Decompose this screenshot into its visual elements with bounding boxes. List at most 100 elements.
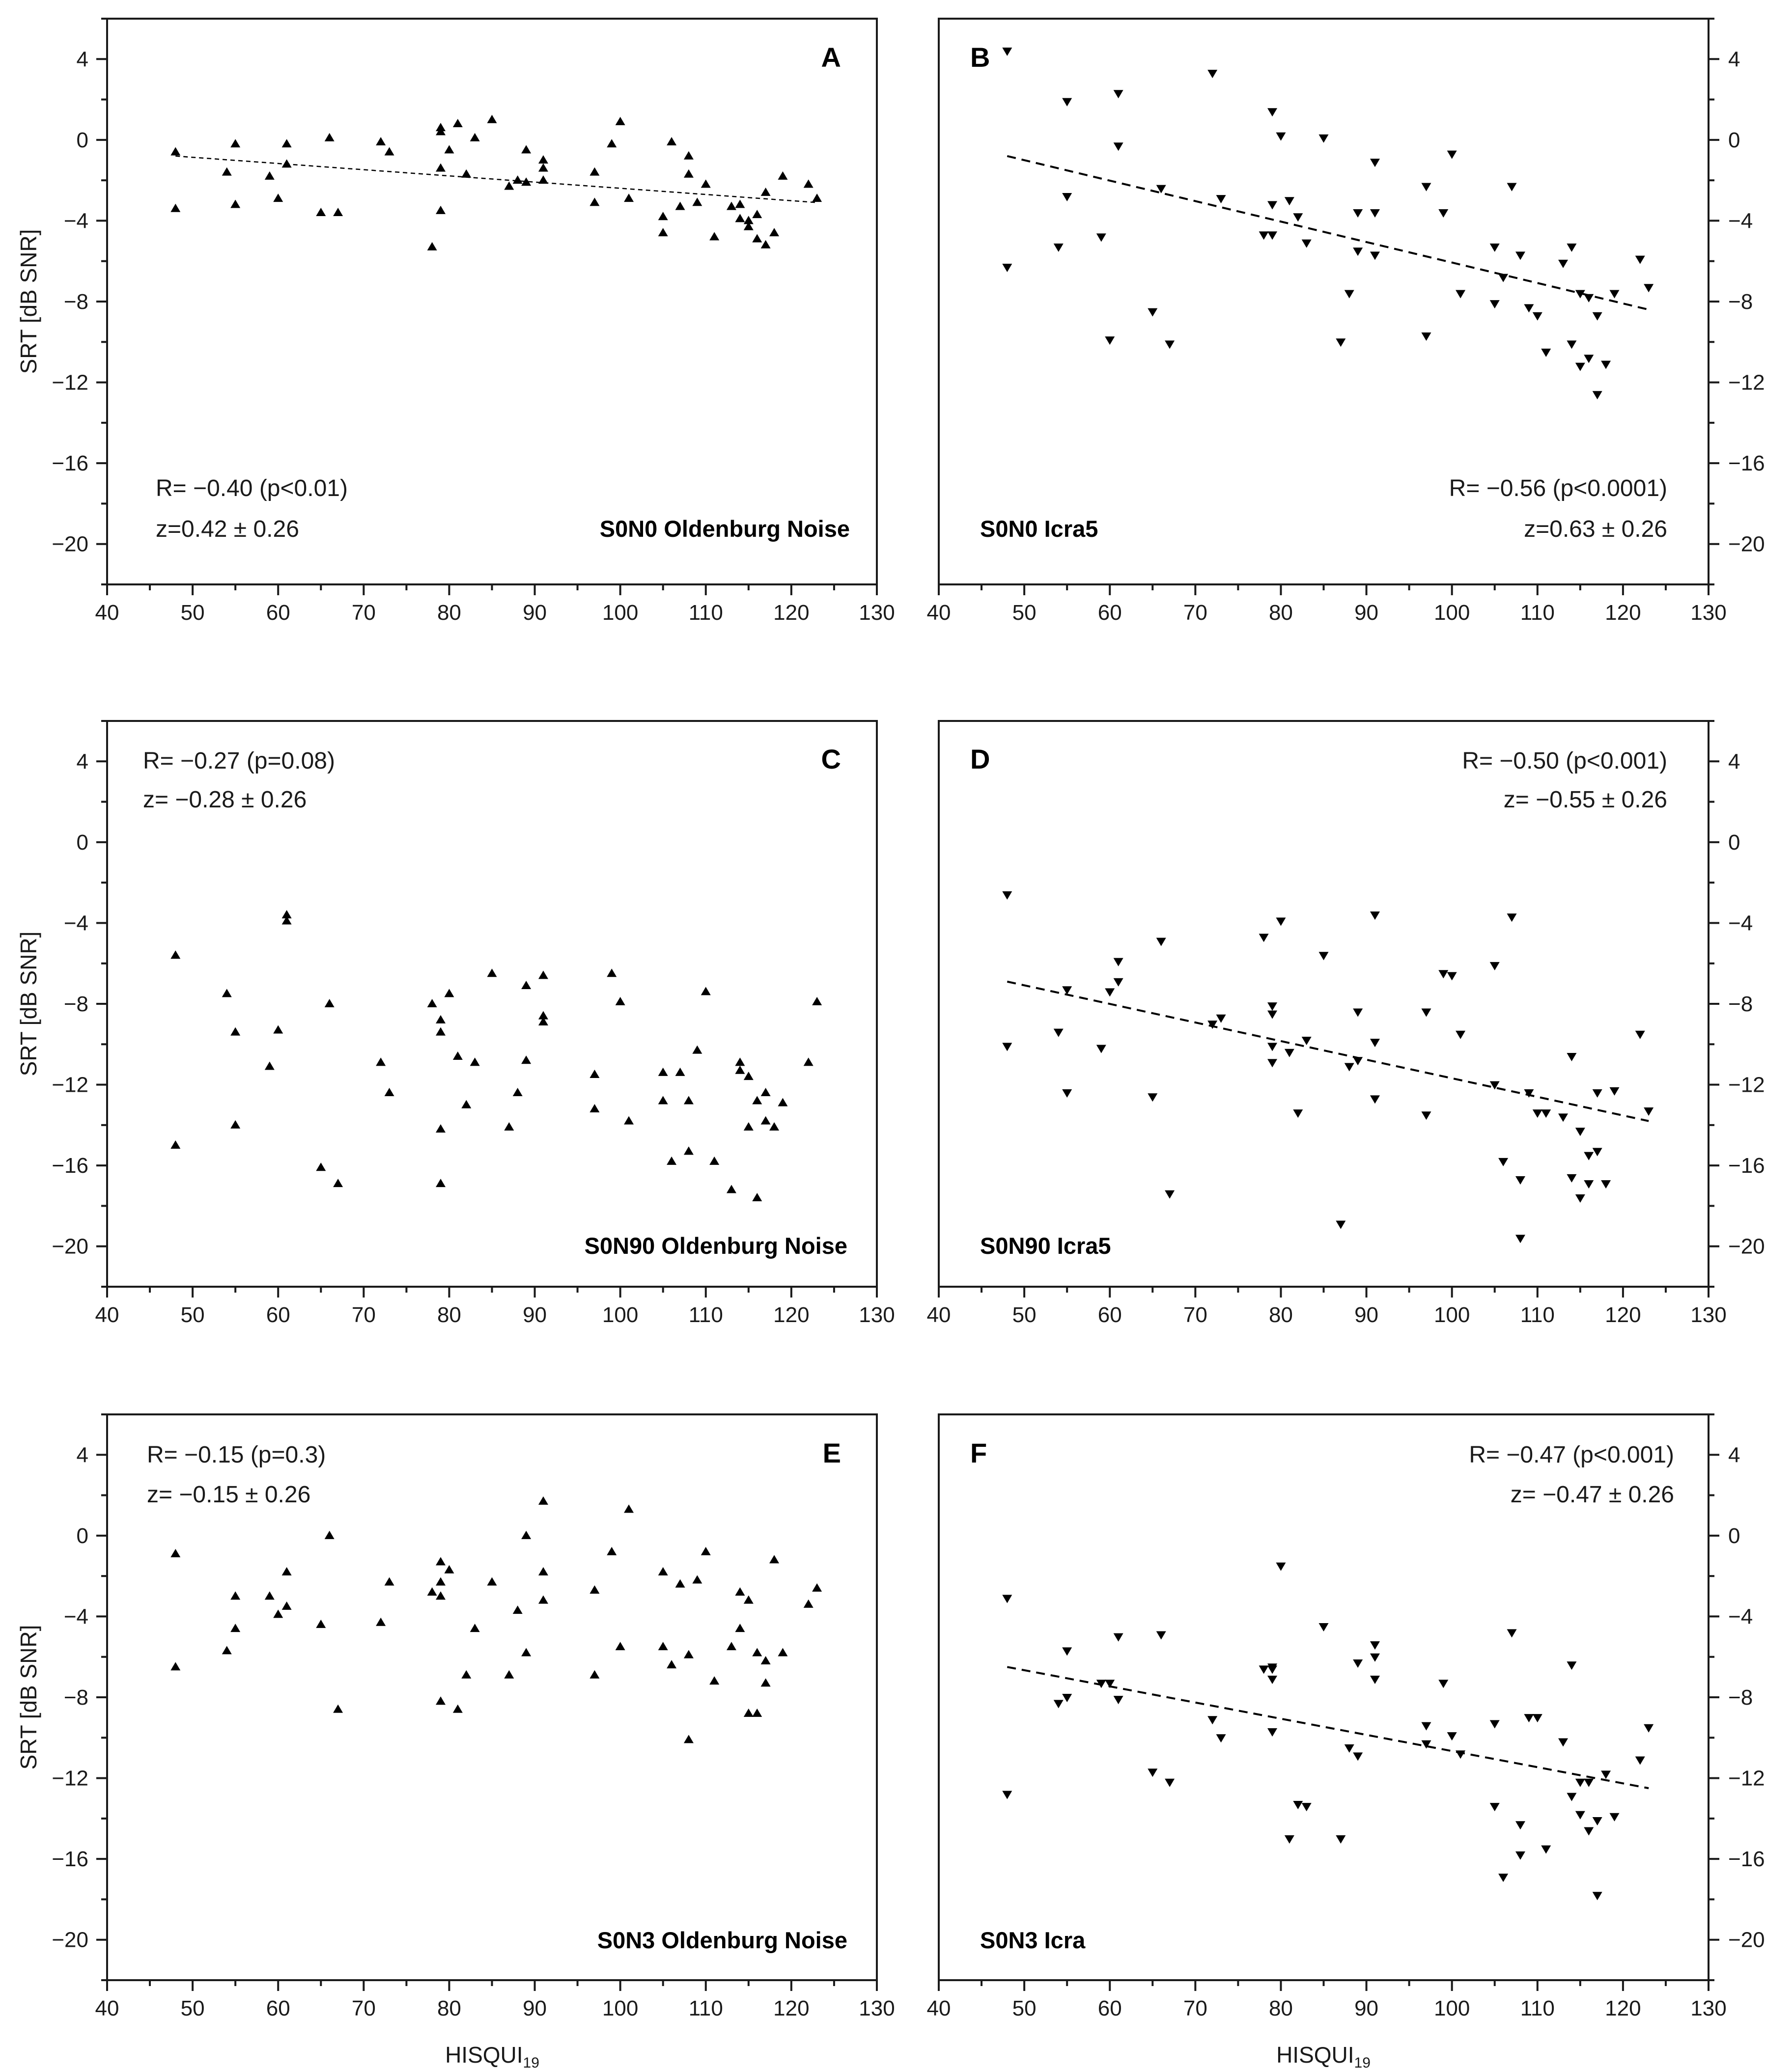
x-tick-label: 70 [352, 1996, 376, 2020]
x-tick-label: 100 [602, 601, 638, 625]
y-tick-label: −4 [1728, 911, 1753, 935]
data-point [1644, 1107, 1654, 1116]
data-point [701, 1547, 711, 1555]
data-point [607, 968, 617, 977]
data-point [1096, 1680, 1106, 1688]
x-axis-label: HISQUI19 [1276, 2042, 1371, 2071]
data-point [1113, 90, 1123, 99]
data-point [752, 1192, 762, 1201]
data-point [1532, 1109, 1542, 1118]
data-point [1438, 209, 1449, 218]
plot-frame [106, 18, 878, 585]
x-tick-label: 70 [1183, 1996, 1207, 2020]
data-point [1507, 183, 1517, 192]
data-point [333, 1179, 343, 1188]
x-tick-label: 50 [181, 1303, 205, 1327]
data-point [1344, 1063, 1354, 1072]
y-tick-label: 0 [1728, 830, 1740, 855]
data-point [170, 1140, 181, 1149]
data-point [384, 147, 394, 156]
data-point [735, 1057, 745, 1066]
data-point [607, 139, 617, 148]
data-point [1370, 1653, 1380, 1662]
data-point [1489, 962, 1500, 970]
x-tick-label: 60 [1098, 601, 1122, 625]
data-point [538, 1017, 548, 1026]
data-point [735, 214, 745, 222]
data-point [1370, 1675, 1380, 1684]
x-tick-label: 120 [1605, 1303, 1641, 1327]
x-tick-label: 120 [1605, 601, 1641, 625]
x-tick-label: 60 [266, 1303, 290, 1327]
data-point [1207, 70, 1218, 79]
data-point [1113, 978, 1123, 987]
x-tick-label: 50 [181, 601, 205, 625]
data-point [607, 1547, 617, 1555]
y-tick-label: −4 [64, 1604, 88, 1629]
data-point [1207, 1716, 1218, 1725]
data-point [683, 1735, 694, 1743]
y-tick-label: −12 [1728, 1073, 1765, 1097]
data-point [170, 950, 181, 959]
x-tick-label: 50 [181, 1996, 205, 2020]
data-point [1532, 1714, 1542, 1723]
panel-letter: D [970, 744, 990, 774]
stat-r: R= −0.15 (p=0.3) [147, 1442, 326, 1468]
data-point [281, 1601, 292, 1610]
x-tick-label: 50 [1012, 601, 1037, 625]
regression-line [1007, 980, 1649, 1122]
data-point [735, 1587, 745, 1596]
data-point [1267, 108, 1278, 117]
panel-letter: F [970, 1437, 987, 1468]
y-tick-label: 4 [1728, 47, 1740, 71]
data-point [1421, 1740, 1431, 1749]
data-point [1336, 1835, 1346, 1844]
x-tick-label: 110 [689, 601, 723, 625]
data-point [743, 1595, 754, 1604]
data-point [692, 197, 702, 206]
data-point [538, 175, 548, 184]
data-point [1592, 1892, 1602, 1901]
x-tick-label: 100 [602, 1996, 638, 2020]
data-point [683, 151, 694, 160]
data-point [461, 169, 472, 178]
data-point [1267, 1043, 1278, 1051]
data-point [436, 1591, 446, 1600]
data-point [521, 980, 532, 989]
data-point [1592, 312, 1602, 321]
y-axis-label: SRT [dB SNR] [16, 932, 41, 1077]
y-tick-label: −16 [1728, 451, 1765, 475]
data-point [1644, 1724, 1654, 1733]
data-point [444, 145, 454, 154]
data-point [727, 201, 737, 210]
data-point [1456, 1750, 1466, 1759]
data-point [743, 1122, 754, 1131]
data-point [1567, 1174, 1577, 1183]
data-point [512, 175, 523, 184]
data-point [1370, 159, 1380, 167]
data-point [1575, 290, 1585, 299]
data-point [1284, 1049, 1294, 1057]
data-point [589, 167, 600, 176]
data-point [222, 989, 232, 997]
x-tick-label: 50 [1012, 1996, 1037, 2020]
condition-label: S0N90 Icra5 [980, 1233, 1111, 1259]
data-point [1267, 231, 1278, 240]
data-point [752, 210, 762, 219]
data-point [589, 197, 600, 206]
data-point [1584, 294, 1594, 303]
data-point [1515, 1235, 1525, 1243]
data-point [1096, 233, 1106, 242]
data-point [1353, 248, 1363, 256]
panel-f: F S0N3 Icra R= −0.47 (p<0.001) z= −0.47 … [927, 1413, 1765, 2071]
x-tick-label: 110 [1520, 601, 1555, 625]
data-point [1515, 1176, 1525, 1185]
data-point [1558, 1738, 1569, 1747]
data-point [1284, 1835, 1294, 1844]
x-tick-label: 130 [859, 601, 895, 625]
data-point [170, 1548, 181, 1557]
data-point [709, 232, 720, 241]
plot-frame [938, 18, 1710, 585]
x-tick-label: 40 [927, 1303, 951, 1327]
data-point [1421, 1111, 1431, 1120]
